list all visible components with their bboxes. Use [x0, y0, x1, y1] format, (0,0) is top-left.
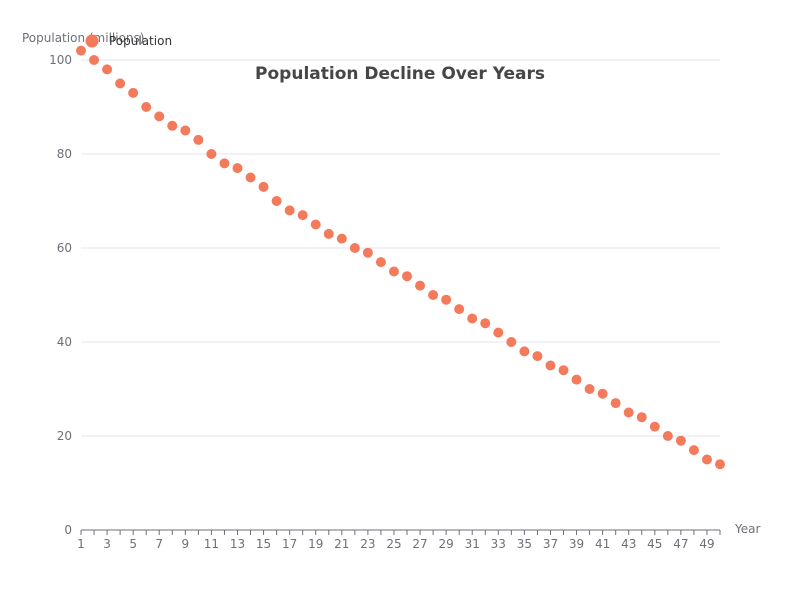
data-point[interactable] [167, 120, 178, 131]
x-tick-label: 31 [465, 537, 480, 551]
legend-label: Population [109, 34, 172, 48]
x-tick-label: 43 [621, 537, 636, 551]
data-point[interactable] [336, 233, 347, 244]
data-point[interactable] [219, 158, 230, 169]
data-point[interactable] [454, 304, 465, 315]
data-point[interactable] [519, 346, 530, 357]
x-tick-label: 23 [360, 537, 375, 551]
x-tick-label: 1 [77, 537, 85, 551]
data-point[interactable] [375, 257, 386, 268]
x-tick-label: 29 [439, 537, 454, 551]
data-point[interactable] [193, 134, 204, 145]
x-tick-label: 39 [569, 537, 584, 551]
y-tick-label: 0 [64, 523, 72, 537]
x-tick-label: 13 [230, 537, 245, 551]
x-tick-label: 3 [103, 537, 111, 551]
data-point[interactable] [102, 64, 113, 75]
data-point[interactable] [76, 45, 86, 56]
data-point[interactable] [558, 365, 569, 376]
x-tick-label: 5 [129, 537, 137, 551]
data-point[interactable] [154, 111, 165, 122]
x-tick-label: 7 [155, 537, 163, 551]
data-point[interactable] [545, 360, 556, 371]
data-point[interactable] [662, 431, 673, 441]
data-point[interactable] [310, 219, 321, 230]
x-tick-label: 19 [308, 537, 323, 551]
data-point[interactable] [715, 459, 725, 470]
x-tick-label: 45 [647, 537, 662, 551]
data-point[interactable] [284, 205, 295, 216]
data-point[interactable] [636, 412, 647, 423]
x-axis-title: Year [734, 522, 760, 536]
data-point[interactable] [688, 445, 699, 456]
x-tick-label: 49 [699, 537, 714, 551]
x-tick-label: 37 [543, 537, 558, 551]
x-tick-label: 11 [204, 537, 219, 551]
data-point[interactable] [115, 78, 126, 89]
data-point[interactable] [323, 228, 334, 239]
data-point[interactable] [206, 149, 217, 159]
data-point[interactable] [675, 435, 686, 446]
y-tick-label: 100 [49, 53, 72, 67]
x-tick-label: 27 [412, 537, 427, 551]
y-tick-label: 60 [57, 241, 72, 255]
data-point[interactable] [610, 398, 621, 409]
data-point[interactable] [571, 374, 582, 385]
grid-lines [81, 59, 720, 437]
x-tick-label: 9 [182, 537, 190, 551]
x-tick-label: 25 [386, 537, 401, 551]
y-tick-label: 80 [57, 147, 72, 161]
x-tick-label: 15 [256, 537, 271, 551]
data-points [76, 45, 725, 470]
data-point[interactable] [506, 337, 517, 347]
data-point[interactable] [297, 210, 308, 221]
data-point[interactable] [349, 243, 360, 253]
x-tick-label: 35 [517, 537, 532, 551]
x-tick-label: 21 [334, 537, 349, 551]
data-point[interactable] [245, 172, 256, 183]
data-point[interactable] [402, 271, 413, 282]
data-point[interactable] [89, 55, 100, 65]
legend[interactable]: Population [85, 34, 173, 48]
y-tick-label: 40 [57, 335, 72, 349]
data-point[interactable] [467, 313, 478, 324]
data-point[interactable] [493, 327, 504, 338]
data-point[interactable] [532, 351, 543, 362]
data-point[interactable] [141, 102, 152, 112]
y-axis-title: Population (millions) [22, 31, 144, 45]
data-point[interactable] [623, 407, 634, 418]
data-point[interactable] [180, 125, 191, 136]
data-point[interactable] [258, 181, 269, 192]
x-tick-label: 17 [282, 537, 297, 551]
data-point[interactable] [597, 388, 608, 399]
data-point[interactable] [362, 247, 373, 258]
legend-marker-icon [85, 34, 99, 48]
y-tick-label: 20 [57, 429, 72, 443]
x-tick-label: 41 [595, 537, 610, 551]
data-point[interactable] [428, 290, 439, 300]
axes [80, 529, 721, 535]
data-point[interactable] [480, 318, 491, 329]
data-point[interactable] [584, 384, 595, 394]
data-point[interactable] [271, 196, 282, 206]
data-point[interactable] [232, 163, 243, 174]
data-point[interactable] [128, 87, 139, 98]
data-point[interactable] [388, 266, 399, 277]
data-point[interactable] [701, 454, 712, 465]
x-tick-label: 33 [491, 537, 506, 551]
data-point[interactable] [441, 294, 452, 305]
data-point[interactable] [649, 421, 660, 432]
data-point[interactable] [415, 280, 426, 291]
x-tick-label: 47 [673, 537, 688, 551]
chart-title: Population Decline Over Years [255, 64, 545, 84]
